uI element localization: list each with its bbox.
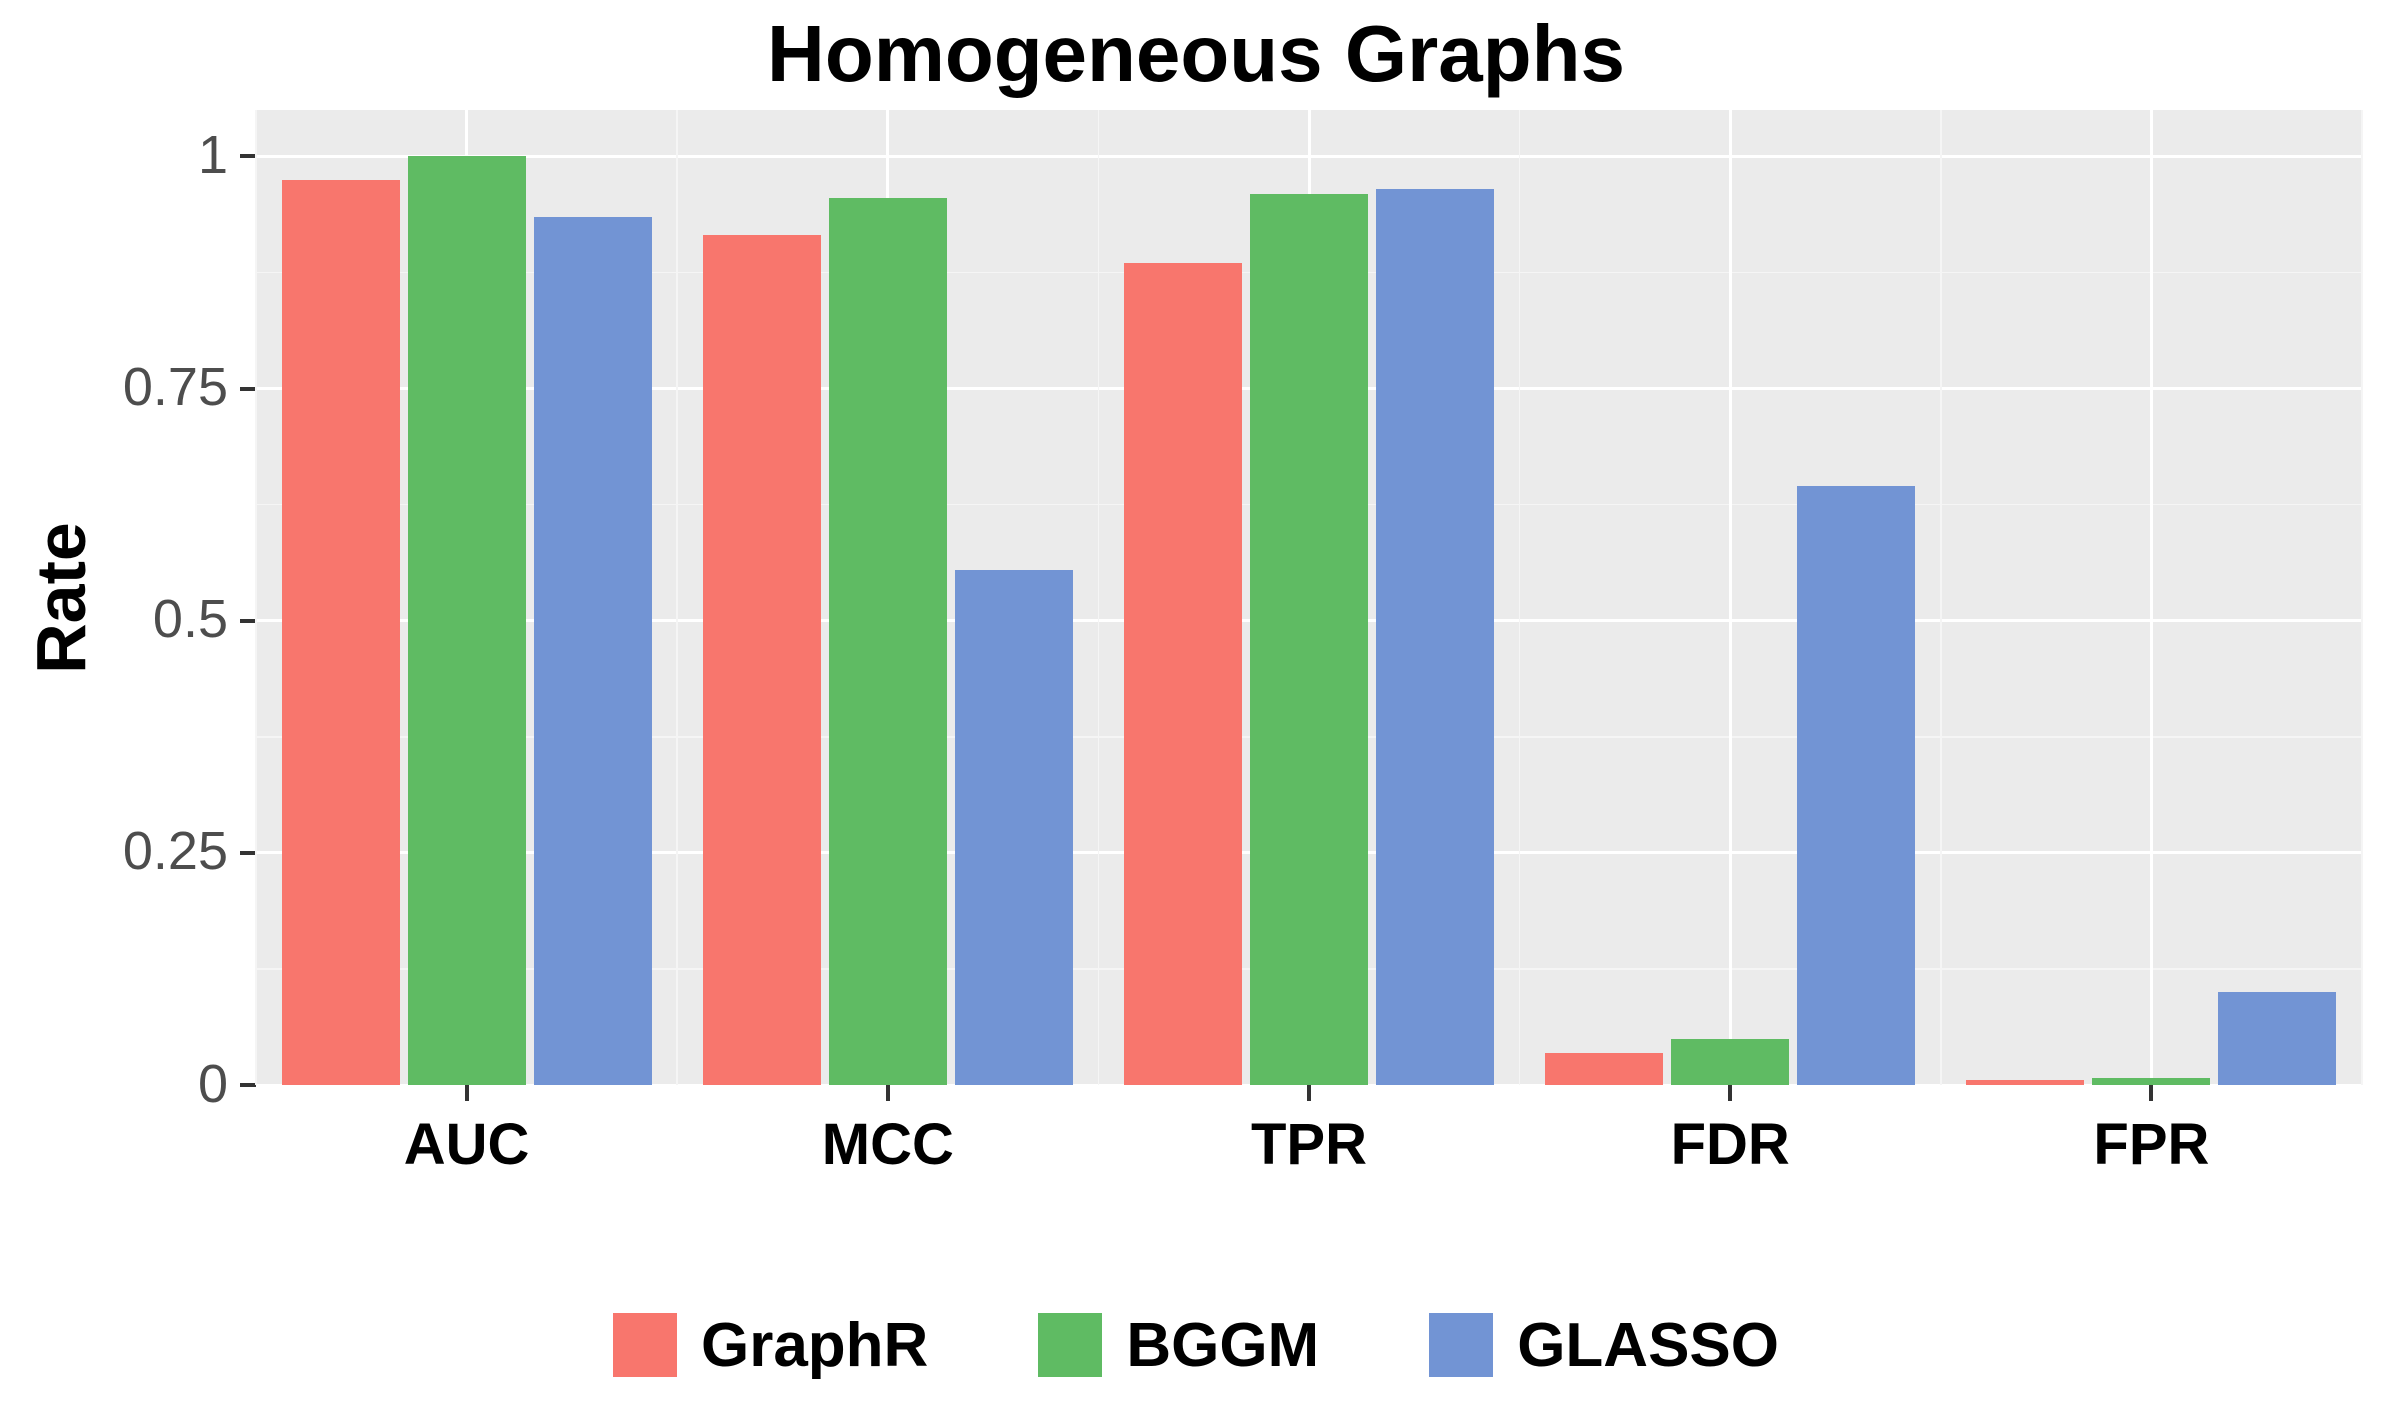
bar-mcc-graphr	[703, 235, 821, 1085]
y-axis-title: Rate	[21, 522, 101, 674]
gridline-minor-vertical	[1098, 110, 1100, 1085]
legend: GraphR BGGM GLASSO	[0, 1300, 2392, 1390]
legend-item-bggm: BGGM	[1038, 1310, 1319, 1381]
x-tick-mark	[2149, 1085, 2153, 1101]
y-tick-label: 0.5	[153, 588, 228, 650]
bar-fpr-glasso	[2218, 992, 2336, 1085]
bar-fdr-glasso	[1797, 486, 1915, 1085]
bar-fdr-graphr	[1545, 1053, 1663, 1086]
y-tick-mark	[240, 387, 256, 391]
y-tick-mark	[240, 851, 256, 855]
x-tick-mark	[886, 1085, 890, 1101]
gridline-minor-vertical	[1519, 110, 1521, 1085]
y-tick-mark	[240, 154, 256, 158]
x-tick-mark	[465, 1085, 469, 1101]
bar-mcc-glasso	[955, 570, 1073, 1085]
legend-key-graphr	[613, 1313, 677, 1377]
gridline-minor-vertical	[1940, 110, 1942, 1085]
x-tick-label: FDR	[1580, 1111, 1880, 1178]
gridline-minor-vertical	[676, 110, 678, 1085]
gridline-minor-vertical	[255, 110, 257, 1085]
y-tick-mark	[240, 1083, 256, 1087]
bar-auc-bggm	[408, 156, 526, 1085]
x-tick-label: TPR	[1159, 1111, 1459, 1178]
legend-key-glasso	[1429, 1313, 1493, 1377]
bar-fpr-graphr	[1966, 1080, 2084, 1085]
gridline-minor-vertical	[2361, 110, 2363, 1085]
bar-tpr-graphr	[1124, 263, 1242, 1085]
bar-fpr-bggm	[2092, 1078, 2210, 1085]
bar-mcc-bggm	[829, 198, 947, 1085]
bar-fdr-bggm	[1671, 1039, 1789, 1085]
y-tick-label: 0.75	[123, 356, 228, 418]
x-tick-label: AUC	[317, 1111, 617, 1178]
legend-label-graphr: GraphR	[701, 1310, 928, 1381]
legend-label-glasso: GLASSO	[1517, 1310, 1779, 1381]
y-tick-label: 0	[198, 1053, 228, 1115]
x-tick-label: FPR	[2001, 1111, 2301, 1178]
legend-item-graphr: GraphR	[613, 1310, 928, 1381]
y-tick-label: 0.25	[123, 820, 228, 882]
gridline-major-vertical	[2150, 110, 2153, 1085]
legend-key-bggm	[1038, 1313, 1102, 1377]
legend-item-glasso: GLASSO	[1429, 1310, 1779, 1381]
x-tick-mark	[1307, 1085, 1311, 1101]
bar-tpr-bggm	[1250, 194, 1368, 1085]
y-tick-mark	[240, 619, 256, 623]
chart-title: Homogeneous Graphs	[0, 8, 2392, 100]
bar-tpr-glasso	[1376, 189, 1494, 1085]
bar-auc-glasso	[534, 217, 652, 1085]
figure: Homogeneous Graphs Rate GraphR BGGM GLASSO…	[0, 0, 2392, 1422]
gridline-major-vertical	[1729, 110, 1732, 1085]
y-tick-label: 1	[198, 124, 228, 186]
x-tick-label: MCC	[738, 1111, 1038, 1178]
legend-label-bggm: BGGM	[1126, 1310, 1319, 1381]
x-tick-mark	[1728, 1085, 1732, 1101]
bar-auc-graphr	[282, 180, 400, 1085]
